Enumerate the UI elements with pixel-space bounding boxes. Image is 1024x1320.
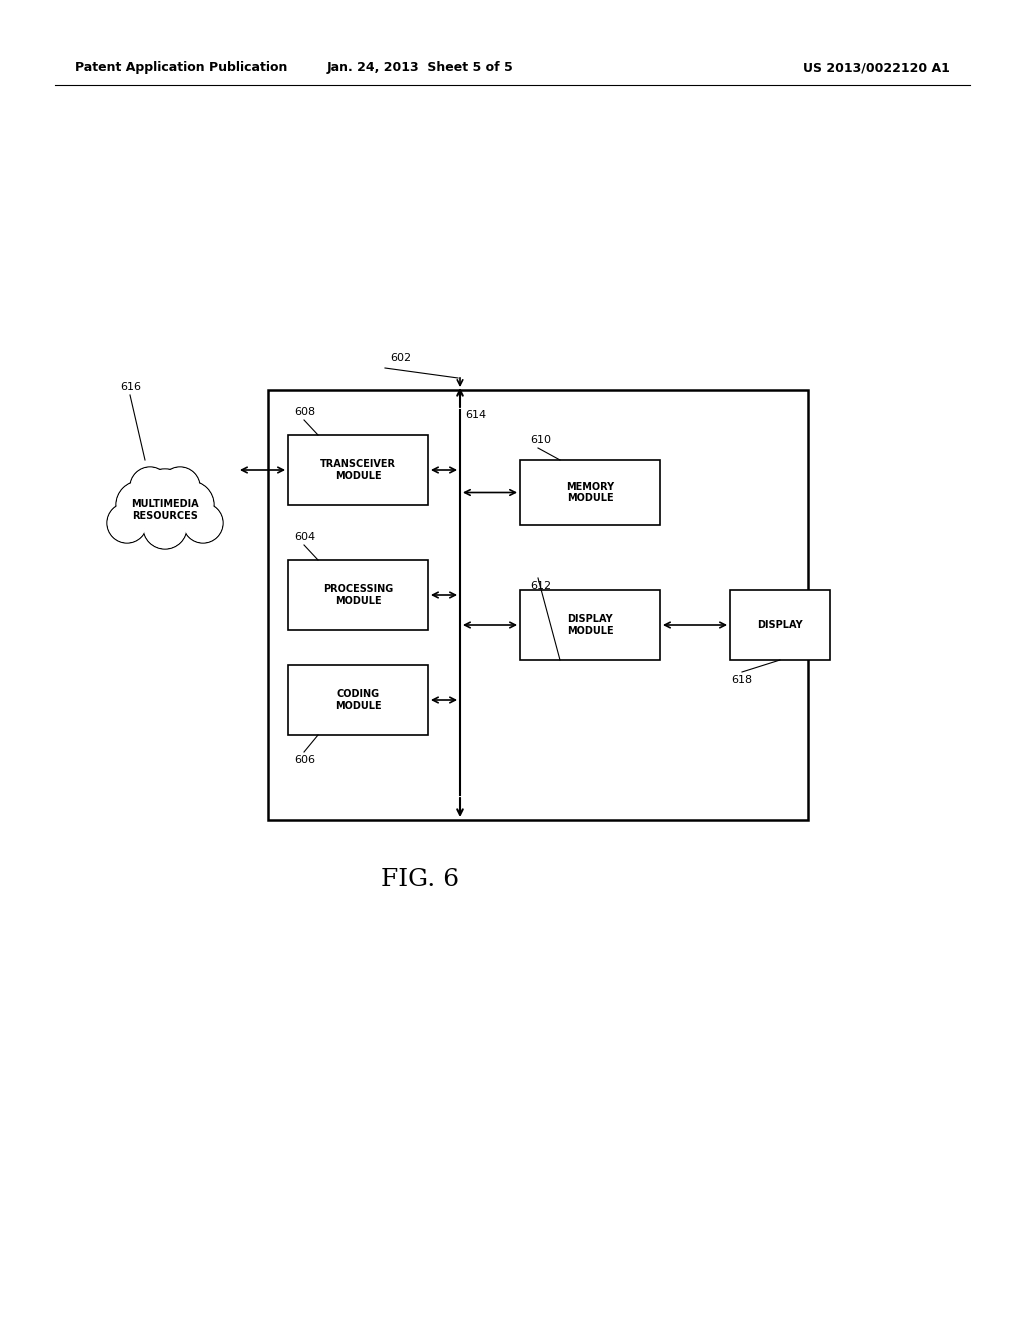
Text: 606: 606	[294, 755, 315, 766]
Circle shape	[137, 469, 193, 525]
Text: MEMORY
MODULE: MEMORY MODULE	[566, 482, 614, 503]
Circle shape	[130, 467, 170, 507]
Text: CODING
MODULE: CODING MODULE	[335, 689, 381, 710]
Text: 604: 604	[294, 532, 315, 543]
Text: DISPLAY: DISPLAY	[757, 620, 803, 630]
Circle shape	[160, 467, 200, 507]
Bar	[520, 459, 660, 525]
Bar	[288, 665, 428, 735]
Circle shape	[143, 506, 187, 549]
Text: 616: 616	[120, 381, 141, 392]
Text: 602: 602	[390, 352, 411, 363]
Text: 612: 612	[530, 581, 551, 591]
Circle shape	[144, 506, 185, 548]
Circle shape	[161, 469, 199, 506]
Text: 610: 610	[530, 436, 551, 445]
Bar	[268, 389, 808, 820]
Circle shape	[138, 470, 191, 524]
Text: MULTIMEDIA
RESOURCES: MULTIMEDIA RESOURCES	[131, 499, 199, 521]
Circle shape	[184, 504, 222, 541]
Bar	[288, 436, 428, 506]
Text: 614: 614	[465, 411, 486, 420]
Text: Jan. 24, 2013  Sheet 5 of 5: Jan. 24, 2013 Sheet 5 of 5	[327, 62, 513, 74]
Circle shape	[106, 503, 147, 543]
Circle shape	[167, 482, 213, 528]
Text: PROCESSING
MODULE: PROCESSING MODULE	[323, 585, 393, 606]
Text: Patent Application Publication: Patent Application Publication	[75, 62, 288, 74]
Text: TRANSCEIVER
MODULE: TRANSCEIVER MODULE	[319, 459, 396, 480]
Bar	[520, 590, 660, 660]
Circle shape	[116, 480, 164, 529]
Circle shape	[109, 504, 145, 541]
Text: DISPLAY
MODULE: DISPLAY MODULE	[566, 614, 613, 636]
Circle shape	[166, 480, 214, 529]
Text: 618: 618	[731, 675, 753, 685]
Circle shape	[183, 503, 223, 543]
Circle shape	[131, 469, 169, 506]
Bar	[730, 590, 830, 660]
Circle shape	[117, 482, 163, 528]
Text: FIG. 6: FIG. 6	[381, 869, 459, 891]
Bar	[288, 560, 428, 630]
Text: US 2013/0022120 A1: US 2013/0022120 A1	[803, 62, 950, 74]
Text: 608: 608	[294, 407, 315, 417]
